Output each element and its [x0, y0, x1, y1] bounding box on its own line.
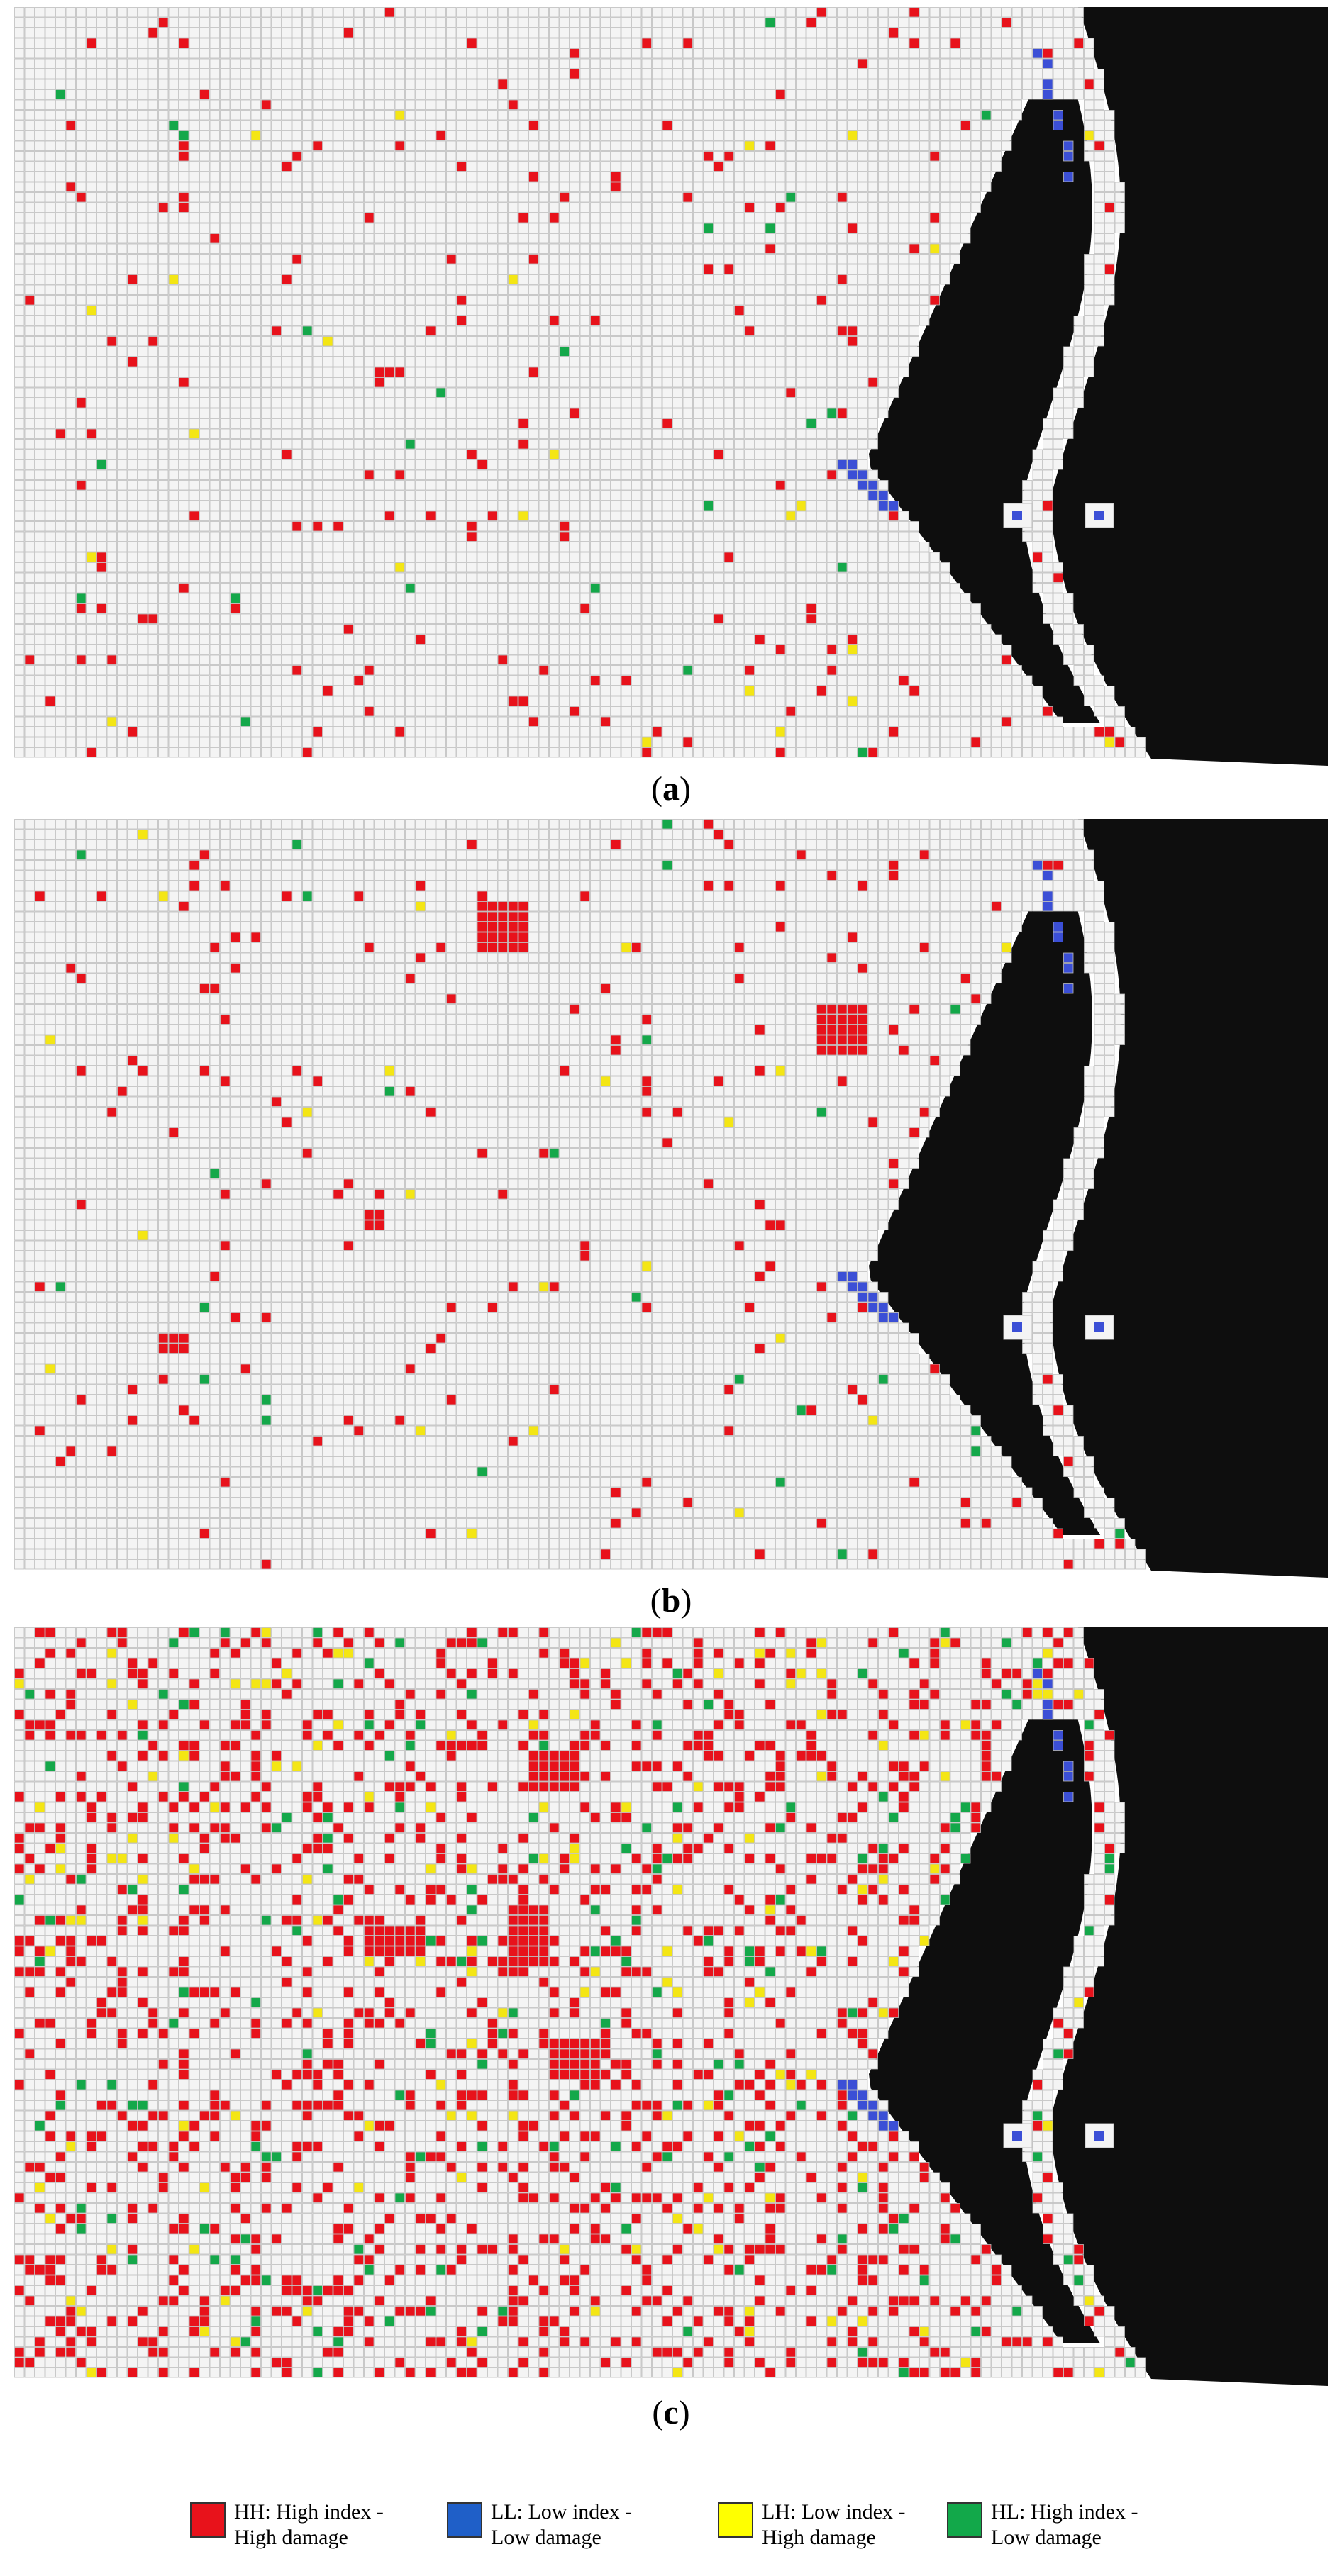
map-panel-c: [14, 1627, 1328, 2386]
legend-hl-line2: Low damage: [991, 2525, 1138, 2550]
lisa-cluster-map-b: [14, 819, 1328, 1578]
ll-swatch-icon: [447, 2502, 482, 2538]
caption-c: (c): [0, 2393, 1342, 2432]
legend: HH: High index - High damage LL: Low inde…: [0, 2499, 1342, 2563]
legend-hl-line1: HL: High index -: [991, 2499, 1138, 2525]
legend-item-hh: HH: High index - High damage: [190, 2499, 384, 2550]
sea-area: [1049, 7, 1328, 766]
legend-ll-line1: LL: Low index -: [491, 2499, 632, 2525]
lh-swatch-icon: [718, 2502, 753, 2538]
map-panel-b: [14, 819, 1328, 1578]
legend-lh-line1: LH: Low index -: [762, 2499, 905, 2525]
caption-a: (a): [0, 769, 1342, 808]
grid-cells: [14, 7, 1146, 758]
caption-b: (b): [0, 1581, 1342, 1620]
lisa-cluster-map-c: [14, 1627, 1328, 2386]
harbour-area: [869, 911, 1101, 1535]
legend-item-lh: LH: Low index - High damage: [718, 2499, 905, 2550]
map-panel-a: [14, 7, 1328, 766]
hh-swatch-icon: [190, 2502, 226, 2538]
legend-ll-line2: Low damage: [491, 2525, 632, 2550]
harbour-area: [869, 99, 1101, 723]
sea-area: [1049, 1627, 1328, 2386]
legend-hh-line1: HH: High index -: [234, 2499, 384, 2525]
legend-hh-line2: High damage: [234, 2525, 384, 2550]
lisa-cluster-map-a: [14, 7, 1328, 766]
sea-area: [1049, 819, 1328, 1578]
legend-item-hl: HL: High index - Low damage: [947, 2499, 1138, 2550]
legend-lh-line2: High damage: [762, 2525, 905, 2550]
grid-cells: [14, 819, 1146, 1570]
hl-swatch-icon: [947, 2502, 982, 2538]
legend-item-ll: LL: Low index - Low damage: [447, 2499, 632, 2550]
harbour-area: [869, 1719, 1101, 2343]
